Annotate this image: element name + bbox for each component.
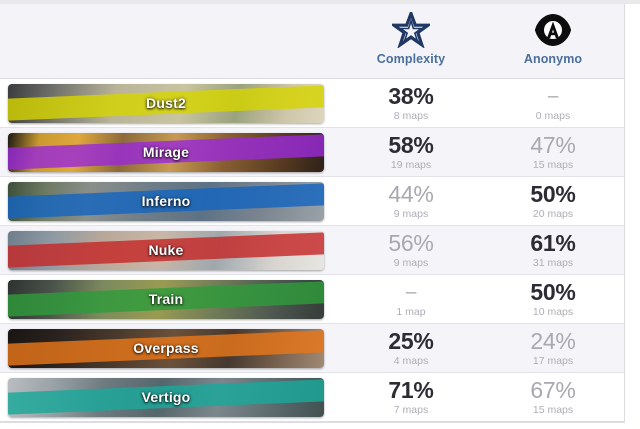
map-name-label: Inferno bbox=[141, 193, 191, 209]
map-name-label: Nuke bbox=[148, 242, 184, 258]
map-cell[interactable]: Train bbox=[0, 279, 340, 319]
map-thumbnail[interactable]: Dust2 bbox=[8, 83, 324, 123]
maps-played-count: 0 maps bbox=[535, 110, 571, 122]
winrate-cell-anonymo: – 0 maps bbox=[482, 84, 624, 122]
map-cell[interactable]: Dust2 bbox=[0, 83, 340, 123]
maps-played-count: 7 maps bbox=[393, 404, 429, 416]
map-cell[interactable]: Mirage bbox=[0, 132, 340, 172]
comparison-table: Complexity Anonymo Dust2 bbox=[0, 4, 625, 423]
map-cell[interactable]: Vertigo bbox=[0, 377, 340, 417]
map-name-label: Train bbox=[148, 291, 184, 307]
winrate-percent: 47% bbox=[530, 132, 576, 158]
maps-played-count: 15 maps bbox=[532, 404, 574, 416]
map-thumbnail[interactable]: Overpass bbox=[8, 328, 324, 368]
maps-played-count: 9 maps bbox=[393, 208, 429, 220]
winrate-cell-complexity: 44% 9 maps bbox=[340, 181, 482, 221]
maps-played-count: 20 maps bbox=[532, 208, 574, 220]
table-row[interactable]: Overpass 25% 4 maps 24% 17 maps bbox=[0, 324, 624, 373]
winrate-cell-complexity: 38% 8 maps bbox=[340, 83, 482, 123]
maps-played-count: 9 maps bbox=[393, 257, 429, 269]
winrate-cell-complexity: 71% 7 maps bbox=[340, 377, 482, 417]
map-cell[interactable]: Overpass bbox=[0, 328, 340, 368]
top-strip bbox=[0, 0, 640, 4]
header-map-column-spacer bbox=[0, 4, 340, 78]
winrate-percent: 61% bbox=[530, 230, 576, 256]
team-header-anonymo[interactable]: Anonymo bbox=[482, 4, 624, 78]
winrate-percent: 25% bbox=[388, 328, 434, 354]
table-row[interactable]: Inferno 44% 9 maps 50% 20 maps bbox=[0, 177, 624, 226]
maps-played-count: 1 map bbox=[396, 306, 426, 318]
table-row[interactable]: Nuke 56% 9 maps 61% 31 maps bbox=[0, 226, 624, 275]
map-cell[interactable]: Nuke bbox=[0, 230, 340, 270]
map-name-label: Dust2 bbox=[146, 95, 186, 111]
winrate-percent: – bbox=[547, 86, 559, 107]
winrate-percent: 67% bbox=[530, 377, 576, 403]
table-row[interactable]: Mirage 58% 19 maps 47% 15 maps bbox=[0, 128, 624, 177]
maps-played-count: 19 maps bbox=[390, 159, 432, 171]
maps-played-count: 31 maps bbox=[532, 257, 574, 269]
team-name-label: Complexity bbox=[376, 52, 446, 66]
map-name-label: Overpass bbox=[133, 340, 199, 356]
winrate-percent: 58% bbox=[388, 132, 434, 158]
winrate-percent: 50% bbox=[530, 279, 576, 305]
map-name-label: Vertigo bbox=[141, 389, 191, 405]
winrate-cell-complexity: – 1 map bbox=[340, 280, 482, 318]
anonymo-eye-icon bbox=[534, 10, 572, 50]
winrate-cell-anonymo: 50% 10 maps bbox=[482, 279, 624, 319]
winrate-percent: 56% bbox=[388, 230, 434, 256]
maps-played-count: 8 maps bbox=[393, 110, 429, 122]
maps-played-count: 17 maps bbox=[532, 355, 574, 367]
map-thumbnail[interactable]: Vertigo bbox=[8, 377, 324, 417]
maps-played-count: 10 maps bbox=[532, 306, 574, 318]
maps-played-count: 4 maps bbox=[393, 355, 429, 367]
winrate-percent: 24% bbox=[530, 328, 576, 354]
map-thumbnail[interactable]: Inferno bbox=[8, 181, 324, 221]
team-header-complexity[interactable]: Complexity bbox=[340, 4, 482, 78]
winrate-percent: – bbox=[405, 282, 417, 303]
winrate-percent: 71% bbox=[388, 377, 434, 403]
team-name-label: Anonymo bbox=[523, 52, 583, 66]
winrate-percent: 50% bbox=[530, 181, 576, 207]
table-row[interactable]: Train – 1 map 50% 10 maps bbox=[0, 275, 624, 324]
map-thumbnail[interactable]: Train bbox=[8, 279, 324, 319]
map-rows: Dust2 38% 8 maps –0 maps Mirage 58% 19 maps 47%… bbox=[0, 79, 624, 422]
maps-played-count: 15 maps bbox=[532, 159, 574, 171]
winrate-percent: 44% bbox=[388, 181, 434, 207]
star-icon bbox=[392, 10, 430, 50]
table-row[interactable]: Dust2 38% 8 maps – 0 maps bbox=[0, 79, 624, 128]
table-row[interactable]: Vertigo 71% 7 maps 67% 15 maps bbox=[0, 373, 624, 422]
winrate-cell-complexity: 25% 4 maps bbox=[340, 328, 482, 368]
winrate-cell-anonymo: 50% 20 maps bbox=[482, 181, 624, 221]
winrate-cell-anonymo: 67% 15 maps bbox=[482, 377, 624, 417]
winrate-cell-anonymo: 24% 17 maps bbox=[482, 328, 624, 368]
winrate-percent: 38% bbox=[388, 83, 434, 109]
map-cell[interactable]: Inferno bbox=[0, 181, 340, 221]
map-name-label: Mirage bbox=[142, 144, 190, 160]
winrate-cell-complexity: 56% 9 maps bbox=[340, 230, 482, 270]
winrate-cell-anonymo: 47% 15 maps bbox=[482, 132, 624, 172]
winrate-cell-complexity: 58% 19 maps bbox=[340, 132, 482, 172]
map-thumbnail[interactable]: Mirage bbox=[8, 132, 324, 172]
table-header: Complexity Anonymo bbox=[0, 4, 624, 79]
map-thumbnail[interactable]: Nuke bbox=[8, 230, 324, 270]
winrate-cell-anonymo: 61% 31 maps bbox=[482, 230, 624, 270]
